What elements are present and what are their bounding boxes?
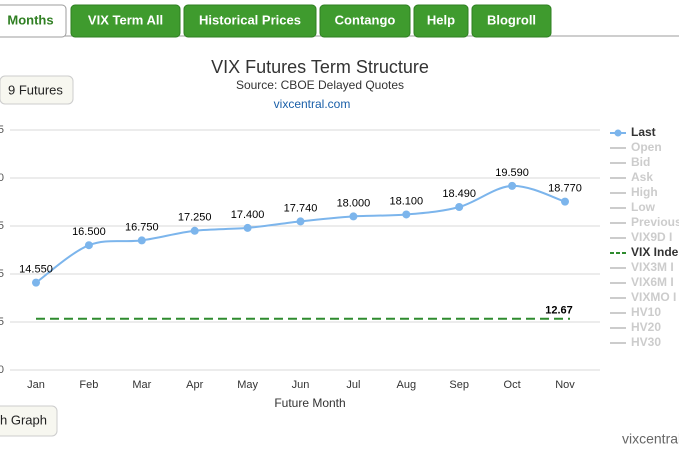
x-axis-title: Future Month bbox=[274, 396, 345, 410]
data-label: 18.100 bbox=[389, 195, 423, 207]
legend-label[interactable]: Bid bbox=[631, 155, 650, 169]
tab[interactable] bbox=[471, 4, 552, 38]
tab[interactable] bbox=[319, 4, 411, 38]
data-label: 17.400 bbox=[231, 209, 265, 221]
tab-label[interactable]: Help bbox=[427, 12, 455, 27]
x-tick-label: Nov bbox=[555, 379, 575, 391]
legend-label[interactable]: HV30 bbox=[631, 335, 661, 349]
x-tick-label: Feb bbox=[79, 379, 98, 391]
tab-label[interactable]: Months bbox=[7, 12, 53, 27]
tab-label[interactable]: VIX Term All bbox=[88, 12, 163, 27]
chart-subtitle: Source: CBOE Delayed Quotes bbox=[236, 78, 404, 92]
futures-button-label[interactable]: 9 Futures bbox=[8, 82, 63, 97]
tab-label[interactable]: Blogroll bbox=[487, 12, 536, 27]
legend-label[interactable]: VIX6M I bbox=[631, 275, 674, 289]
plot: 0 5 5 5 0 5 Jan Feb Mar Apr May Jun Jul Aug Sep Oct Nov 1… bbox=[0, 124, 679, 391]
data-point bbox=[84, 241, 93, 250]
x-tick-label: Jun bbox=[292, 379, 310, 391]
tab-label[interactable]: Contango bbox=[335, 12, 396, 27]
tab[interactable] bbox=[70, 4, 181, 38]
data-label: 16.750 bbox=[125, 221, 159, 233]
data-label: 17.740 bbox=[284, 202, 318, 214]
legend-label[interactable]: High bbox=[631, 185, 658, 199]
legend-label[interactable]: VIX Inde bbox=[631, 245, 679, 259]
chart-title: VIX Futures Term Structure bbox=[211, 57, 429, 77]
legend-marker[interactable] bbox=[614, 129, 622, 137]
data-label: 16.500 bbox=[72, 226, 106, 238]
futures-button[interactable] bbox=[0, 75, 74, 105]
legend-label[interactable]: HV10 bbox=[631, 305, 661, 319]
x-tick-label: Sep bbox=[449, 379, 469, 391]
data-point bbox=[137, 236, 146, 245]
data-point bbox=[243, 223, 252, 232]
tab[interactable] bbox=[0, 4, 67, 38]
x-tick-label: Apr bbox=[186, 379, 203, 391]
graph-button[interactable] bbox=[0, 405, 58, 437]
footer-brand: vixcentral bbox=[622, 431, 679, 447]
data-label: 17.250 bbox=[178, 212, 212, 224]
data-point bbox=[32, 278, 40, 287]
legend-label[interactable]: VIX9D I bbox=[631, 230, 672, 244]
legend-label[interactable]: Ask bbox=[631, 170, 653, 184]
x-tick-label: Oct bbox=[504, 379, 521, 391]
y-tick-label: 5 bbox=[0, 316, 4, 328]
y-tick-label: 5 bbox=[0, 124, 4, 136]
tab-label[interactable]: Historical Prices bbox=[199, 12, 301, 27]
legend-label[interactable]: Previous bbox=[631, 215, 679, 229]
credit-link[interactable]: vixcentral.com bbox=[274, 97, 351, 111]
tab[interactable] bbox=[183, 4, 317, 38]
graph-button-label[interactable]: h Graph bbox=[0, 412, 47, 427]
x-tick-label: Mar bbox=[132, 379, 151, 391]
legend-label[interactable]: Last bbox=[631, 125, 656, 139]
y-tick-label: 0 bbox=[0, 364, 4, 376]
legend-label[interactable]: VIX3M I bbox=[631, 260, 674, 274]
data-point bbox=[455, 202, 464, 211]
legend-label[interactable]: Open bbox=[631, 140, 662, 154]
data-label: 18.000 bbox=[337, 197, 371, 209]
data-point bbox=[402, 210, 411, 219]
data-label: 19.590 bbox=[495, 167, 529, 179]
data-point bbox=[296, 217, 305, 226]
y-tick-label: 5 bbox=[0, 268, 4, 280]
reference-label: 12.67 bbox=[545, 305, 573, 317]
series-line bbox=[35, 184, 566, 284]
legend-label[interactable]: VIXMO I bbox=[631, 290, 676, 304]
y-tick-label: 0 bbox=[0, 172, 4, 184]
data-point bbox=[561, 197, 569, 206]
data-point bbox=[508, 181, 517, 190]
data-label: 14.550 bbox=[19, 264, 53, 276]
legend-label[interactable]: HV20 bbox=[631, 320, 661, 334]
tab[interactable] bbox=[413, 4, 469, 38]
data-point bbox=[349, 212, 358, 221]
data-label: 18.490 bbox=[442, 188, 476, 200]
x-tick-label: Jan bbox=[27, 379, 45, 391]
data-label: 18.770 bbox=[548, 183, 582, 195]
tab-bar: Months VIX Term All Historical Prices Conta… bbox=[0, 4, 552, 38]
y-tick-label: 5 bbox=[0, 220, 4, 232]
legend-label[interactable]: Low bbox=[631, 200, 656, 214]
x-tick-label: Aug bbox=[397, 379, 417, 391]
x-tick-label: Jul bbox=[346, 379, 360, 391]
x-tick-label: May bbox=[237, 379, 258, 391]
data-point bbox=[190, 226, 199, 235]
